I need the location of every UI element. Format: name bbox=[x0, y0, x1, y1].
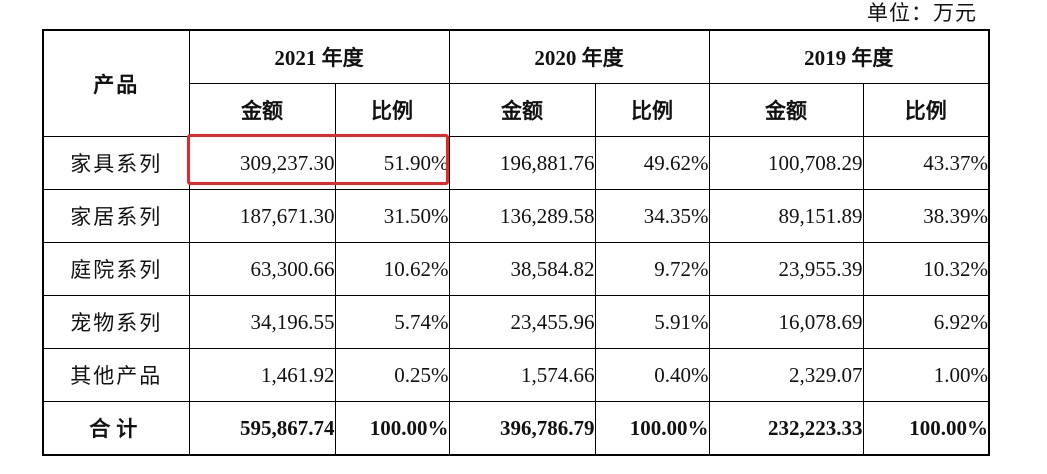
cell-amount-2020: 23,455.96 bbox=[448, 295, 596, 349]
cell-amount-2020: 38,584.82 bbox=[448, 242, 596, 296]
header-ratio: 比例 bbox=[862, 83, 990, 137]
table-row: 家具系列 309,237.30 51.90% 196,881.76 49.62%… bbox=[42, 136, 990, 190]
table-row: 宠物系列 34,196.55 5.74% 23,455.96 5.91% 16,… bbox=[42, 295, 990, 349]
header-year-2019: 2019 年度 bbox=[708, 29, 990, 84]
total-amount-2020: 396,786.79 bbox=[448, 401, 596, 456]
cell-ratio-2020: 5.91% bbox=[594, 295, 710, 349]
row-product-name: 其他产品 bbox=[42, 348, 190, 402]
unit-note: 单位：万元 bbox=[867, 1, 977, 25]
header-year-2021: 2021 年度 bbox=[188, 29, 450, 84]
row-product-name: 宠物系列 bbox=[42, 295, 190, 349]
table-row: 家居系列 187,671.30 31.50% 136,289.58 34.35%… bbox=[42, 189, 990, 243]
header-year-2020: 2020 年度 bbox=[448, 29, 710, 84]
cell-amount-2021: 63,300.66 bbox=[188, 242, 336, 296]
revenue-by-product-table: 产品 2021 年度 2020 年度 2019 年度 金额 比例 金额 比例 金… bbox=[42, 29, 990, 456]
table-row: 其他产品 1,461.92 0.25% 1,574.66 0.40% 2,329… bbox=[42, 348, 990, 402]
cell-amount-2019: 2,329.07 bbox=[708, 348, 864, 402]
row-product-name: 家居系列 bbox=[42, 189, 190, 243]
cell-amount-2019: 100,708.29 bbox=[708, 136, 864, 190]
cell-ratio-2019: 1.00% bbox=[862, 348, 990, 402]
total-ratio-2019: 100.00% bbox=[862, 401, 990, 456]
header-ratio: 比例 bbox=[334, 83, 450, 137]
total-amount-2021: 595,867.74 bbox=[188, 401, 336, 456]
cell-amount-2021: 309,237.30 bbox=[188, 136, 336, 190]
total-label: 合计 bbox=[42, 401, 190, 456]
cell-amount-2021: 1,461.92 bbox=[188, 348, 336, 402]
cell-amount-2019: 23,955.39 bbox=[708, 242, 864, 296]
header-amount: 金额 bbox=[708, 83, 864, 137]
total-amount-2019: 232,223.33 bbox=[708, 401, 864, 456]
total-ratio-2021: 100.00% bbox=[334, 401, 450, 456]
cell-amount-2021: 34,196.55 bbox=[188, 295, 336, 349]
cell-ratio-2021: 51.90% bbox=[334, 136, 450, 190]
header-amount: 金额 bbox=[448, 83, 596, 137]
cell-ratio-2020: 34.35% bbox=[594, 189, 710, 243]
total-row: 合计 595,867.74 100.00% 396,786.79 100.00%… bbox=[42, 401, 990, 456]
cell-amount-2019: 16,078.69 bbox=[708, 295, 864, 349]
cell-ratio-2021: 10.62% bbox=[334, 242, 450, 296]
cell-ratio-2020: 9.72% bbox=[594, 242, 710, 296]
cell-ratio-2020: 0.40% bbox=[594, 348, 710, 402]
cell-ratio-2019: 43.37% bbox=[862, 136, 990, 190]
cell-amount-2019: 89,151.89 bbox=[708, 189, 864, 243]
cell-ratio-2019: 10.32% bbox=[862, 242, 990, 296]
row-product-name: 家具系列 bbox=[42, 136, 190, 190]
cell-ratio-2019: 38.39% bbox=[862, 189, 990, 243]
header-product: 产品 bbox=[42, 29, 190, 137]
cell-amount-2021: 187,671.30 bbox=[188, 189, 336, 243]
row-product-name: 庭院系列 bbox=[42, 242, 190, 296]
cell-amount-2020: 196,881.76 bbox=[448, 136, 596, 190]
cell-ratio-2021: 0.25% bbox=[334, 348, 450, 402]
header-amount: 金额 bbox=[188, 83, 336, 137]
header-row-years: 产品 2021 年度 2020 年度 2019 年度 bbox=[42, 29, 990, 137]
cell-ratio-2021: 5.74% bbox=[334, 295, 450, 349]
cell-ratio-2020: 49.62% bbox=[594, 136, 710, 190]
header-ratio: 比例 bbox=[594, 83, 710, 137]
table-row: 庭院系列 63,300.66 10.62% 38,584.82 9.72% 23… bbox=[42, 242, 990, 296]
cell-ratio-2019: 6.92% bbox=[862, 295, 990, 349]
total-ratio-2020: 100.00% bbox=[594, 401, 710, 456]
cell-amount-2020: 1,574.66 bbox=[448, 348, 596, 402]
cell-ratio-2021: 31.50% bbox=[334, 189, 450, 243]
cell-amount-2020: 136,289.58 bbox=[448, 189, 596, 243]
